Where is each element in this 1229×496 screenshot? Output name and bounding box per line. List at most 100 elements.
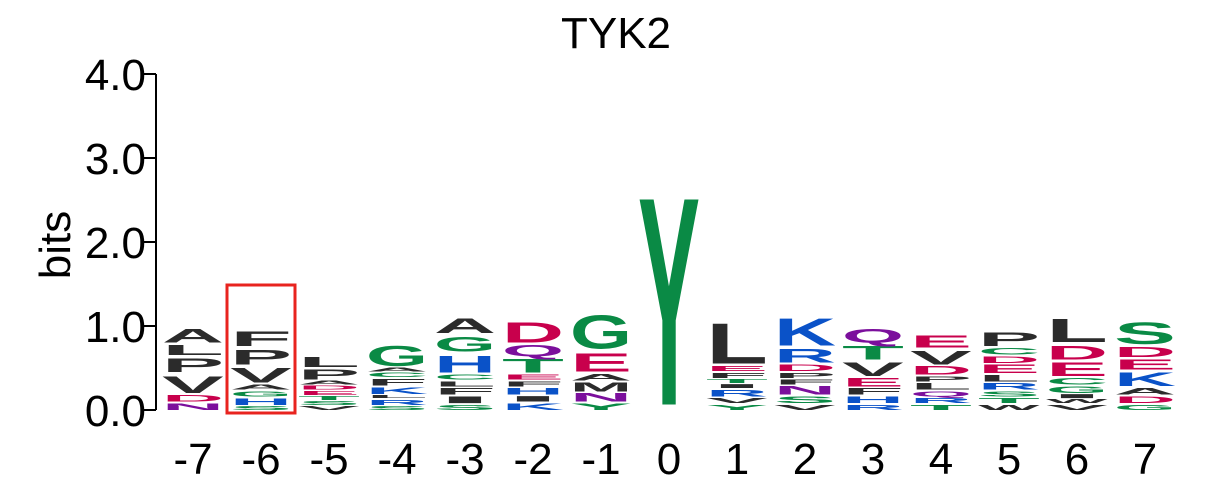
logo-letter: A bbox=[162, 325, 224, 346]
x-axis: -7 -6 -5 -4 -3 -2 -1 0 1 2 3 4 5 6 7 bbox=[173, 435, 1157, 484]
logo-letter: N bbox=[162, 401, 224, 412]
x-tick-label: -3 bbox=[445, 435, 484, 484]
logo-letter: H bbox=[434, 351, 496, 378]
y-axis-title: bits bbox=[31, 211, 80, 279]
logo-letter: D bbox=[502, 316, 564, 348]
logo-letter: R bbox=[706, 388, 768, 399]
logo-letter: P bbox=[298, 367, 360, 383]
logo-letter: E bbox=[570, 349, 632, 378]
logo-letter: Y bbox=[638, 135, 700, 468]
logo-letter: V bbox=[1046, 403, 1108, 412]
logo-letter: E bbox=[502, 373, 564, 382]
logo-letter: V bbox=[230, 364, 292, 388]
logo-letter: P bbox=[230, 345, 292, 369]
letter-stacks: NDVPLASHGAVPFVSTEDAPLSRLKFCAGSIFLCHGAKIH… bbox=[162, 135, 1176, 468]
logo-letter: T bbox=[502, 356, 564, 377]
logo-letter: G bbox=[570, 305, 632, 359]
logo-letter: C bbox=[978, 346, 1040, 357]
logo-letter: G bbox=[230, 389, 292, 398]
logo-letter: L bbox=[434, 380, 496, 389]
logo-letter: F bbox=[502, 380, 564, 389]
x-tick-label: -7 bbox=[173, 435, 212, 484]
logo-letter: A bbox=[366, 366, 428, 372]
logo-letter: W bbox=[1046, 398, 1108, 404]
logo-letter: Y bbox=[570, 401, 632, 412]
logo-letter: F bbox=[230, 327, 292, 351]
logo-letter: I bbox=[1046, 393, 1108, 399]
logo-letter: H bbox=[842, 394, 904, 405]
logo-letter: R bbox=[774, 346, 836, 367]
logo-letter: T bbox=[706, 378, 768, 384]
logo-letter: V bbox=[298, 405, 360, 411]
logo-letter: S bbox=[978, 389, 1040, 398]
x-tick-label: 3 bbox=[861, 435, 885, 484]
x-tick-label: -2 bbox=[513, 435, 552, 484]
logo-letter: E bbox=[842, 376, 904, 389]
x-tick-label: 6 bbox=[1065, 435, 1089, 484]
x-tick-label: 0 bbox=[657, 435, 681, 484]
logo-letter: F bbox=[366, 377, 428, 388]
logo-letter: D bbox=[1114, 394, 1176, 405]
logo-letter: F bbox=[434, 386, 496, 397]
logo-letter: E bbox=[298, 390, 360, 396]
logo-letter: P bbox=[978, 329, 1040, 350]
x-tick-label: -1 bbox=[581, 435, 620, 484]
logo-letter: K bbox=[1114, 369, 1176, 390]
logo-letter: R bbox=[910, 396, 972, 405]
logo-letter: R bbox=[842, 403, 904, 412]
logo-letter: V bbox=[706, 396, 768, 405]
chart-title: TYK2 bbox=[561, 9, 671, 58]
logo-letter: E bbox=[706, 364, 768, 373]
logo-letter: V bbox=[162, 371, 224, 398]
logo-letter: S bbox=[366, 405, 428, 411]
logo-letter: K bbox=[502, 401, 564, 412]
logo-letter: H bbox=[502, 386, 564, 397]
logo-letter: M bbox=[570, 380, 632, 394]
logo-letter: Q bbox=[502, 342, 564, 359]
logo-letter: D bbox=[978, 354, 1040, 365]
logo-letter: S bbox=[1114, 315, 1176, 351]
logo-letter: L bbox=[162, 342, 224, 358]
logo-letter: W bbox=[978, 403, 1040, 412]
logo-letter: G bbox=[366, 340, 428, 372]
logo-letter: S bbox=[230, 405, 292, 411]
logo-letter: S bbox=[434, 403, 496, 412]
y-tick-label: 0.0 bbox=[85, 387, 146, 436]
logo-letter: G bbox=[1046, 385, 1108, 396]
stack-pos-0: Y bbox=[638, 135, 700, 468]
y-tick-label: 3.0 bbox=[85, 135, 146, 184]
logo-letter: V bbox=[910, 347, 972, 368]
logo-letter: R bbox=[978, 381, 1040, 392]
logo-letter: C bbox=[1046, 376, 1108, 387]
logo-letter: N bbox=[570, 391, 632, 404]
logo-letter: L bbox=[1046, 312, 1108, 349]
y-tick-label: 2.0 bbox=[85, 219, 146, 268]
logo-letter: L bbox=[298, 354, 360, 370]
logo-letter: V bbox=[774, 403, 836, 412]
logo-letter: T bbox=[298, 395, 360, 401]
logo-letter: H bbox=[230, 396, 292, 407]
logo-letter: P bbox=[162, 355, 224, 376]
logo-letter: I bbox=[502, 395, 564, 404]
x-tick-label: 4 bbox=[929, 435, 953, 484]
x-tick-label: 5 bbox=[997, 435, 1021, 484]
logo-letter: R bbox=[366, 398, 428, 407]
logo-letter: I bbox=[706, 383, 768, 389]
logo-letter: T bbox=[910, 403, 972, 412]
logo-letter: L bbox=[706, 312, 768, 376]
logo-letter: Q bbox=[910, 389, 972, 398]
logo-letter: F bbox=[774, 378, 836, 387]
y-tick-label: 1.0 bbox=[85, 303, 146, 352]
y-tick-label: 4.0 bbox=[85, 51, 146, 100]
logo-letter: C bbox=[434, 373, 496, 382]
